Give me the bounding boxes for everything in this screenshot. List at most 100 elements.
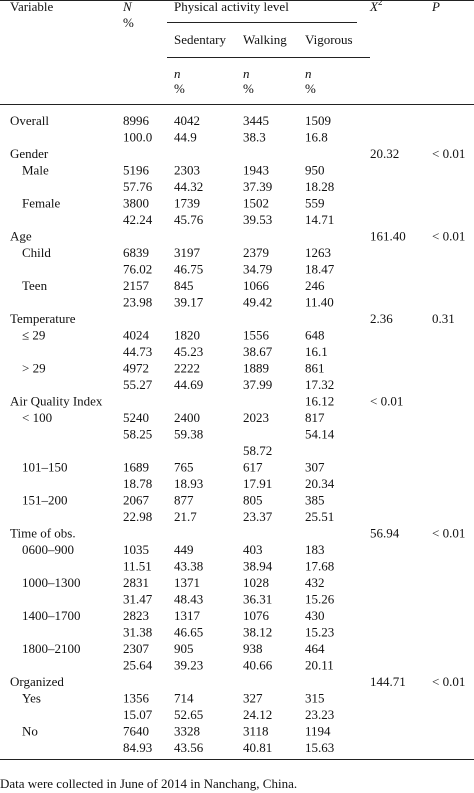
row-label: ≤ 29 xyxy=(22,327,45,342)
cell: 845 xyxy=(174,278,194,293)
row-label: 1000–1300 xyxy=(22,575,81,590)
cell: 315 xyxy=(305,690,325,705)
cell: 559 xyxy=(305,195,325,210)
cell: 765 xyxy=(174,459,194,474)
cell: 1263 xyxy=(305,245,331,260)
cell: 1739 xyxy=(174,195,200,210)
cell: 11.51 xyxy=(123,558,152,573)
cell: 17.91 xyxy=(243,476,272,491)
header-cell: % xyxy=(123,15,134,30)
row-label: Overall xyxy=(10,113,49,128)
row-label: < 100 xyxy=(22,410,52,425)
cell: 23.37 xyxy=(243,509,273,524)
cell: 84.93 xyxy=(123,740,152,755)
cell: 2303 xyxy=(174,162,200,177)
cell: 39.53 xyxy=(243,212,272,227)
cell: 23.23 xyxy=(305,707,334,722)
cell: 39.23 xyxy=(174,657,203,672)
header-cell: % xyxy=(305,81,316,96)
header-cell: n xyxy=(243,66,250,81)
cell: 861 xyxy=(305,360,325,375)
row-label: 1800–2100 xyxy=(22,641,81,656)
cell: 15.26 xyxy=(305,591,335,606)
cell: 817 xyxy=(305,410,325,425)
cell: 1889 xyxy=(243,360,269,375)
cell: 20.34 xyxy=(305,476,335,491)
cell: 1502 xyxy=(243,195,269,210)
row-label: Female xyxy=(22,195,60,210)
cell: 905 xyxy=(174,641,194,656)
row-label: Time of obs. xyxy=(10,525,76,540)
cell: 11.40 xyxy=(305,294,334,309)
cell: 2067 xyxy=(123,492,150,507)
cell: 40.66 xyxy=(243,657,273,672)
cell: 877 xyxy=(174,492,194,507)
cell: 2823 xyxy=(123,608,149,623)
cell: 55.27 xyxy=(123,377,153,392)
cell: 42.24 xyxy=(123,212,153,227)
cell: 183 xyxy=(305,542,325,557)
cell: < 0.01 xyxy=(432,525,465,540)
cell: 40.81 xyxy=(243,740,272,755)
cell: 3197 xyxy=(174,245,201,260)
cell: 44.9 xyxy=(174,129,197,144)
cell: 3800 xyxy=(123,195,149,210)
cell: 46.65 xyxy=(174,624,203,639)
cell: 617 xyxy=(243,459,263,474)
row-label: Teen xyxy=(22,278,48,293)
cell: 45.76 xyxy=(174,212,204,227)
cell: 2.36 xyxy=(370,311,393,326)
cell: 1317 xyxy=(174,608,201,623)
cell: 2379 xyxy=(243,245,269,260)
header-cell: n xyxy=(305,66,312,81)
row-label: Child xyxy=(22,245,51,260)
chi-symbol: X xyxy=(369,0,379,14)
cell: 17.32 xyxy=(305,377,334,392)
cell: < 0.01 xyxy=(370,393,403,408)
cell: 18.78 xyxy=(123,476,152,491)
row-label: 101–150 xyxy=(22,459,68,474)
header-cell: Sedentary xyxy=(174,32,226,47)
cell: 144.71 xyxy=(370,674,406,689)
cell: 714 xyxy=(174,690,194,705)
cell: 20.11 xyxy=(305,657,334,672)
cell: 48.43 xyxy=(174,591,203,606)
cell: 1194 xyxy=(305,723,331,738)
cell: 2157 xyxy=(123,278,150,293)
cell: 1509 xyxy=(305,113,331,128)
header-cell: Walking xyxy=(243,32,287,47)
cell: 22.98 xyxy=(123,509,152,524)
cell: 161.40 xyxy=(370,228,406,243)
cell: 8996 xyxy=(123,113,150,128)
cell: 4972 xyxy=(123,360,149,375)
cell: 38.12 xyxy=(243,624,272,639)
row-label: Temperature xyxy=(10,311,76,326)
row-label: 0600–900 xyxy=(22,542,74,557)
chi-superscript: 2 xyxy=(378,0,383,7)
cell: 1076 xyxy=(243,608,270,623)
cell: 1689 xyxy=(123,459,149,474)
cell: 31.47 xyxy=(123,591,153,606)
cell: 52.65 xyxy=(174,707,203,722)
cell: 14.71 xyxy=(305,212,334,227)
cell: 39.17 xyxy=(174,294,204,309)
cell: < 0.01 xyxy=(432,228,465,243)
cell: 2222 xyxy=(174,360,200,375)
cell: 449 xyxy=(174,542,194,557)
cell: 2831 xyxy=(123,575,149,590)
cell: 1556 xyxy=(243,327,270,342)
cell: < 0.01 xyxy=(432,146,465,161)
cell: 56.94 xyxy=(370,525,400,540)
header-cell: Vigorous xyxy=(305,32,353,47)
cell: 464 xyxy=(305,641,325,656)
row-label: > 29 xyxy=(22,360,46,375)
cell: 15.07 xyxy=(123,707,153,722)
cell: 950 xyxy=(305,162,325,177)
cell: 16.1 xyxy=(305,344,328,359)
cell: 1356 xyxy=(123,690,150,705)
cell: 25.64 xyxy=(123,657,153,672)
cell: 44.73 xyxy=(123,344,152,359)
cell: 24.12 xyxy=(243,707,272,722)
cell: 3118 xyxy=(243,723,269,738)
